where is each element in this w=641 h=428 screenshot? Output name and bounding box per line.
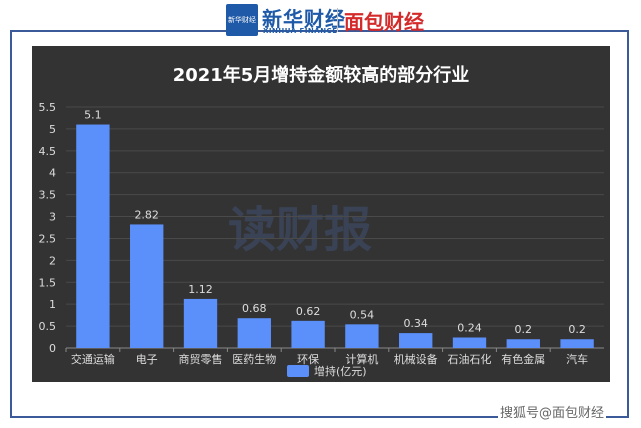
x-tick-label: 机械设备 xyxy=(394,352,438,366)
data-label: 0.62 xyxy=(296,305,321,318)
y-axis-ticks: 0 0.5 1 1.5 2 2.5 3 3.5 4 4.5 5 5.5 xyxy=(39,101,57,355)
y-tick-label: 0 xyxy=(49,342,56,355)
x-tick-label: 交通运输 xyxy=(71,352,115,366)
x-tick-label: 环保 xyxy=(297,352,319,366)
y-tick-label: 4 xyxy=(49,167,56,180)
data-label: 0.2 xyxy=(568,323,586,336)
brand-divider xyxy=(337,8,338,32)
brand-name: 新华财经 xyxy=(262,7,346,31)
bar-chart: 2021年5月增持金额较高的部分行业 读财报 0 0.5 1 1.5 2 2.5 3 3.5 4… xyxy=(39,64,604,378)
partner-brand: 面包财经 xyxy=(344,10,424,34)
watermark: 读财报 xyxy=(228,202,372,258)
data-label: 2.82 xyxy=(134,208,159,221)
bar[interactable] xyxy=(237,318,271,348)
data-label: 1.12 xyxy=(188,283,213,296)
bar[interactable] xyxy=(452,337,487,348)
y-tick-label: 3 xyxy=(49,211,56,224)
chart-title: 2021年5月增持金额较高的部分行业 xyxy=(173,64,470,86)
bar[interactable] xyxy=(345,324,379,348)
y-tick-label: 1 xyxy=(49,298,56,311)
y-tick-label: 3.5 xyxy=(39,189,57,202)
x-tick-label: 计算机 xyxy=(345,352,378,366)
chart-panel: 2021年5月增持金额较高的部分行业 读财报 0 0.5 1 1.5 2 2.5 3 3.5 4… xyxy=(32,46,610,382)
y-tick-label: 5 xyxy=(49,123,56,136)
logo-badge-text: 新华财经 xyxy=(228,15,256,24)
bar[interactable] xyxy=(506,339,540,348)
bar[interactable] xyxy=(130,224,164,348)
x-tick-label: 有色金属 xyxy=(501,352,545,366)
y-tick-label: 5.5 xyxy=(39,101,57,114)
y-tick-label: 1.5 xyxy=(39,276,57,289)
x-tick-label: 医药生物 xyxy=(232,352,276,366)
x-tick-label: 汽车 xyxy=(566,352,588,366)
x-tick-label: 石油石化 xyxy=(448,352,492,366)
legend[interactable]: 增持(亿元) xyxy=(287,364,367,378)
bars xyxy=(76,124,594,348)
bar[interactable] xyxy=(183,298,218,348)
y-tick-label: 2.5 xyxy=(39,232,57,245)
y-tick-label: 0.5 xyxy=(39,320,57,333)
brand-name-en: XINHUA FINANCE xyxy=(263,27,338,35)
x-axis-ticks: 交通运输 电子 商贸零售 医药生物 环保 计算机 机械设备 石油石化 有色金属 汽车 xyxy=(65,348,588,366)
data-label: 5.1 xyxy=(84,109,102,122)
data-label: 0.2 xyxy=(515,323,533,336)
y-tick-label: 4.5 xyxy=(39,145,57,158)
data-label: 0.68 xyxy=(242,302,266,315)
data-label: 0.34 xyxy=(403,317,428,330)
bar[interactable] xyxy=(560,339,594,348)
xinhua-logo-icon: 新华财经 xyxy=(226,4,258,36)
x-tick-label: 电子 xyxy=(136,353,158,366)
x-tick-label: 商贸零售 xyxy=(179,352,223,366)
bar[interactable] xyxy=(291,320,325,348)
data-label: 0.24 xyxy=(457,321,482,334)
header: 新华财经 新华财经 XINHUA FINANCE 面包财经 xyxy=(0,0,641,40)
legend-swatch xyxy=(287,365,309,377)
legend-label: 增持(亿元) xyxy=(314,364,367,378)
bar[interactable] xyxy=(76,124,110,348)
footer-source: 搜狐号@面包财经 xyxy=(498,402,607,421)
data-label: 0.54 xyxy=(350,308,375,321)
outer-frame xyxy=(10,30,629,418)
y-tick-label: 2 xyxy=(49,254,56,267)
bar[interactable] xyxy=(399,333,433,348)
data-labels: 5.1 2.82 1.12 0.68 0.62 0.54 0.34 0.24 0.2 0.2 xyxy=(84,109,586,337)
